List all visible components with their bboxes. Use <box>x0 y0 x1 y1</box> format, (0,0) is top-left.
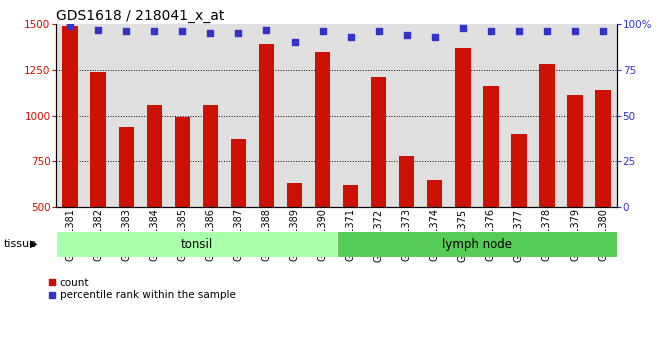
Bar <box>231 139 246 207</box>
Bar <box>147 105 162 207</box>
Bar <box>455 48 471 207</box>
Point <box>345 34 356 40</box>
Bar <box>175 117 190 207</box>
Bar <box>595 90 611 207</box>
Bar <box>427 179 442 207</box>
Point <box>374 29 384 34</box>
Point <box>598 29 609 34</box>
Text: GDS1618 / 218041_x_at: GDS1618 / 218041_x_at <box>56 9 224 23</box>
Point <box>177 29 187 34</box>
Bar <box>512 134 527 207</box>
Bar <box>371 77 386 207</box>
Bar <box>539 65 554 207</box>
Point <box>430 34 440 40</box>
Point <box>289 40 300 45</box>
Bar <box>315 51 330 207</box>
Bar <box>90 72 106 207</box>
Legend: count, percentile rank within the sample: count, percentile rank within the sample <box>48 278 236 300</box>
Bar <box>203 105 218 207</box>
Bar <box>63 26 78 207</box>
Point <box>570 29 580 34</box>
Text: tonsil: tonsil <box>180 238 213 250</box>
Bar <box>259 44 274 207</box>
Bar <box>483 86 498 207</box>
Bar <box>343 185 358 207</box>
Bar <box>399 156 414 207</box>
Point <box>205 30 216 36</box>
Bar <box>119 127 134 207</box>
Text: tissue: tissue <box>3 239 36 249</box>
Point <box>486 29 496 34</box>
Text: lymph node: lymph node <box>442 238 512 250</box>
Point <box>261 27 272 32</box>
Point <box>401 32 412 38</box>
Bar <box>287 183 302 207</box>
Bar <box>568 96 583 207</box>
Text: ▶: ▶ <box>30 239 38 249</box>
Point <box>513 29 524 34</box>
Point <box>233 30 244 36</box>
Point <box>65 23 75 29</box>
Point <box>121 29 131 34</box>
Point <box>93 27 104 32</box>
Point <box>317 29 328 34</box>
Point <box>457 25 468 31</box>
Point <box>149 29 160 34</box>
Bar <box>337 231 617 257</box>
Bar <box>56 231 337 257</box>
Point <box>542 29 552 34</box>
